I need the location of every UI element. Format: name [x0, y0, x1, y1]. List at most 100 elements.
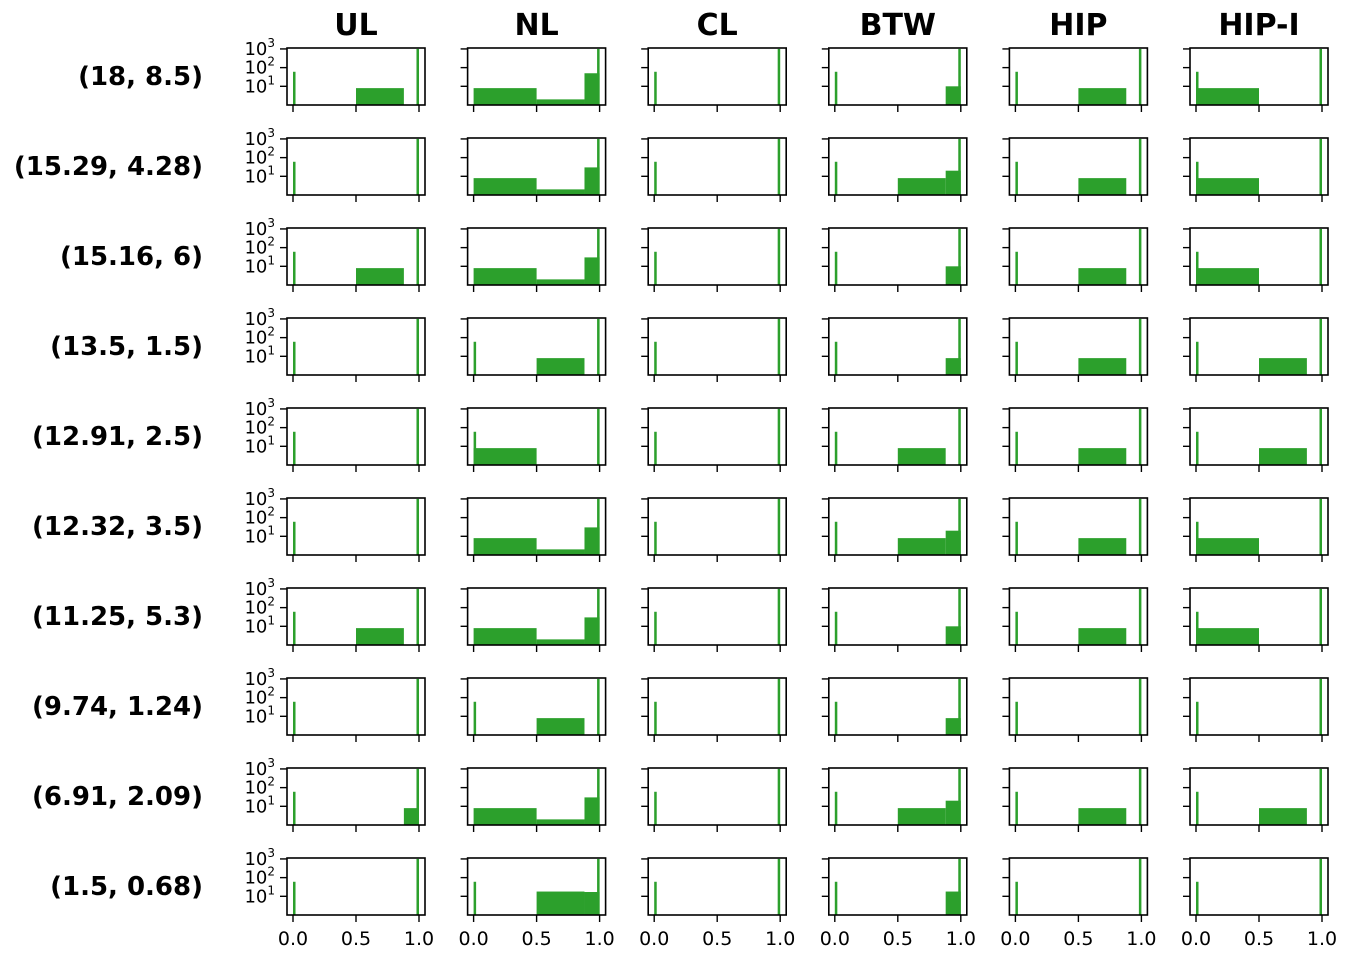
histogram-bar: [293, 161, 296, 195]
histogram-bar: [536, 358, 585, 375]
histogram-bar: [536, 819, 585, 825]
histogram-bar: [834, 431, 838, 465]
histogram-bar: [293, 251, 296, 285]
y-tick-label: 102: [244, 595, 275, 619]
histogram-panel: [1002, 677, 1149, 742]
histogram-bar: [945, 891, 961, 915]
histogram-bar: [834, 71, 838, 105]
histogram-bar: [777, 408, 781, 465]
x-tick-label: 0.5: [883, 928, 913, 950]
x-tick-label: 1.0: [1126, 928, 1156, 950]
histogram-bar: [777, 588, 781, 645]
histogram-bar: [293, 791, 296, 825]
histogram-bar: [416, 588, 419, 645]
histogram-panel: [460, 137, 607, 202]
histogram-bar: [1196, 628, 1259, 645]
y-tick-label: 101: [244, 883, 275, 907]
histogram-panel: [641, 677, 788, 742]
histogram-bar: [958, 48, 961, 105]
y-tick-label: 103: [244, 306, 275, 330]
y-tick-label: 103: [244, 36, 275, 60]
histogram-bar: [1015, 341, 1018, 375]
histogram-panel: [460, 497, 607, 562]
histogram-panel: [641, 767, 788, 832]
axes-frame: [1189, 677, 1329, 736]
histogram-bar: [473, 178, 537, 195]
histogram-bar: [654, 881, 657, 915]
histogram-bar: [1138, 498, 1142, 555]
histogram-bar: [897, 808, 946, 825]
y-tick-label: 101: [244, 703, 275, 727]
histogram-bar: [945, 626, 961, 645]
axes-frame: [1008, 857, 1149, 916]
axes-frame: [647, 47, 788, 106]
histogram-bar: [958, 228, 961, 285]
histogram-bar: [958, 588, 961, 645]
histogram-bar: [1319, 588, 1322, 645]
x-tick-label: 0.5: [1063, 928, 1093, 950]
histogram-bar: [897, 448, 946, 465]
histogram-panel: [1183, 767, 1329, 832]
histogram-bar: [293, 521, 296, 555]
histogram-bar: [416, 408, 419, 465]
histogram-bar: [654, 251, 657, 285]
histogram-panel: [460, 227, 607, 292]
histogram-bar: [584, 167, 600, 195]
histogram-bar: [834, 881, 838, 915]
y-tick-label: 103: [244, 216, 275, 240]
histogram-bar: [1015, 431, 1018, 465]
histogram-bar: [1259, 358, 1307, 375]
axes-frame: [647, 137, 788, 196]
histogram-bar: [958, 678, 961, 735]
histogram-bar: [1015, 791, 1018, 825]
histogram-bar: [597, 408, 600, 465]
x-tick-label: 1.0: [404, 928, 434, 950]
row-labels: (18, 8.5) (15.29, 4.28) (15.16, 6) (13.5, 1…: [14, 62, 203, 902]
histogram-bar: [1138, 48, 1142, 105]
histogram-bar: [777, 138, 781, 195]
y-tick-label: 102: [244, 505, 275, 529]
histogram-bar: [416, 768, 419, 825]
x-tick-label: 1.0: [584, 928, 614, 950]
histogram-bar: [1078, 448, 1127, 465]
histogram-bar: [1138, 588, 1142, 645]
histogram-panel: [641, 857, 788, 922]
histogram-bar: [834, 161, 838, 195]
histogram-bar: [1015, 251, 1018, 285]
histogram-bar: [897, 178, 946, 195]
axes-frame: [466, 317, 607, 376]
x-tick-label: 0.0: [278, 928, 308, 950]
histogram-bar: [536, 99, 585, 105]
y-tick-label: 103: [244, 846, 275, 870]
y-tick-label: 101: [244, 793, 275, 817]
y-tick-label: 103: [244, 396, 275, 420]
histogram-bar: [945, 266, 961, 285]
histogram-bar: [473, 448, 537, 465]
histogram-bar: [777, 858, 781, 915]
axes-frame: [647, 407, 788, 466]
row-label: (6.91, 2.09): [32, 782, 203, 812]
histogram-bar: [1015, 701, 1018, 735]
histogram-bar: [1319, 858, 1322, 915]
histogram-bar: [473, 701, 477, 735]
axes-frame: [286, 677, 426, 736]
histogram-panel: [821, 317, 968, 382]
histogram-panel: [1183, 587, 1329, 652]
histogram-panel: [1002, 47, 1149, 112]
y-tick-label: 103: [244, 486, 275, 510]
histogram-bar: [654, 341, 657, 375]
histogram-bar: [1319, 768, 1322, 825]
histogram-panel: [821, 767, 968, 832]
histogram-bar: [1196, 88, 1259, 105]
y-tick-label: 103: [244, 756, 275, 780]
histogram-panel: [641, 317, 788, 382]
histogram-bar: [958, 408, 961, 465]
histogram-bar: [293, 71, 296, 105]
x-tick-label: 0.0: [639, 928, 669, 950]
histogram-bar: [777, 48, 781, 105]
axes-frame: [647, 317, 788, 376]
histogram-panel: [1002, 317, 1149, 382]
histogram-bar: [1078, 538, 1127, 555]
